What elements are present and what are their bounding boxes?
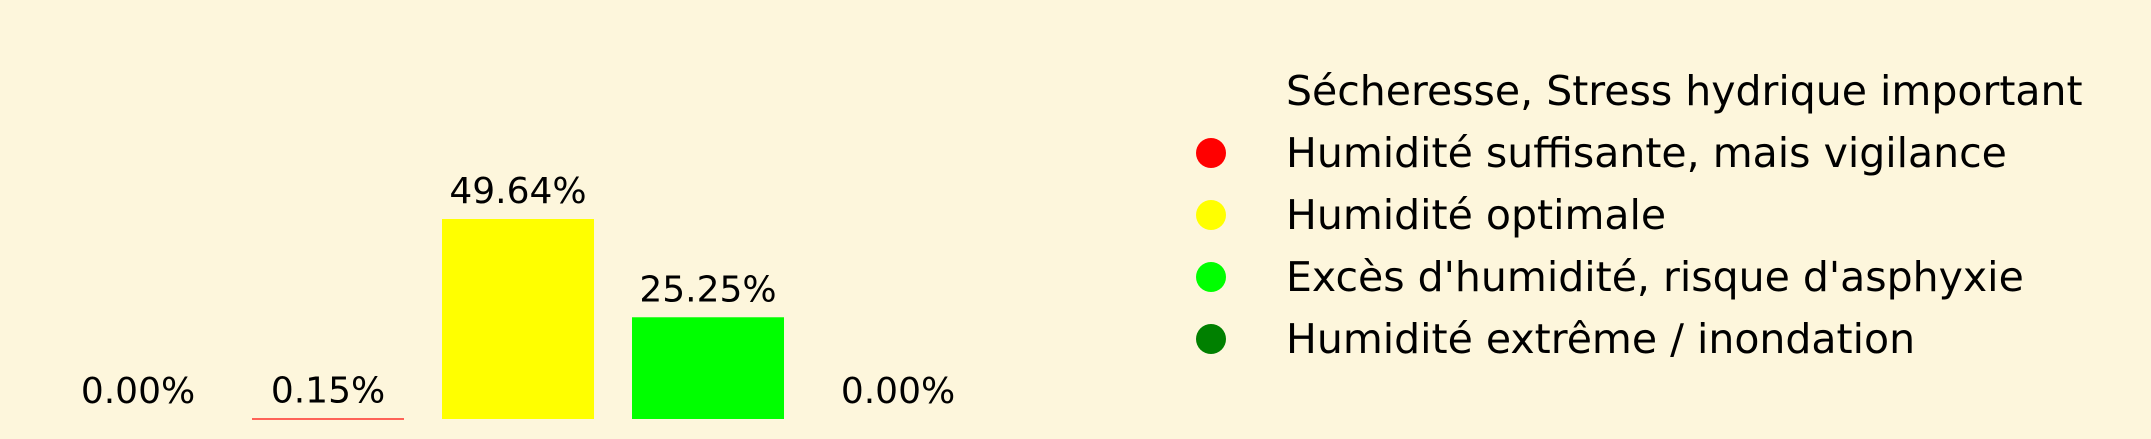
legend-label-3: Humidité optimale: [1286, 191, 1666, 239]
bars-group: [252, 219, 784, 420]
bar-3: [442, 219, 594, 419]
legend-marker-4: [1196, 262, 1226, 292]
legend-label-5: Humidité extrême / inondation: [1286, 315, 1915, 363]
legend-item-4: Excès d'humidité, risque d'asphyxie: [1196, 253, 2024, 301]
legend-item-5: Humidité extrême / inondation: [1196, 315, 1915, 363]
legend-item-3: Humidité optimale: [1196, 191, 1666, 239]
bar-value-label-2: 0.15%: [271, 370, 385, 411]
legend-label-1: Sécheresse, Stress hydrique important: [1286, 67, 2083, 115]
legend-label-2: Humidité suffisante, mais vigilance: [1286, 129, 2007, 177]
value-labels-group: 0.00% 0.15% 49.64% 25.25% 0.00%: [81, 171, 955, 412]
legend-marker-5: [1196, 324, 1226, 354]
legend-label-4: Excès d'humidité, risque d'asphyxie: [1286, 253, 2024, 301]
bar-value-label-4: 25.25%: [639, 269, 776, 310]
legend-marker-1: [1196, 76, 1226, 106]
bar-value-label-5: 0.00%: [841, 371, 955, 412]
legend: Sécheresse, Stress hydrique important Hum…: [1196, 67, 2083, 363]
bar-value-label-1: 0.00%: [81, 371, 195, 412]
bar-value-label-3: 49.64%: [449, 171, 586, 212]
bar-4: [632, 317, 784, 419]
bar-2: [252, 418, 404, 420]
legend-marker-3: [1196, 200, 1226, 230]
legend-item-2: Humidité suffisante, mais vigilance: [1196, 129, 2007, 177]
legend-marker-2: [1196, 138, 1226, 168]
legend-item-1: Sécheresse, Stress hydrique important: [1196, 67, 2083, 115]
